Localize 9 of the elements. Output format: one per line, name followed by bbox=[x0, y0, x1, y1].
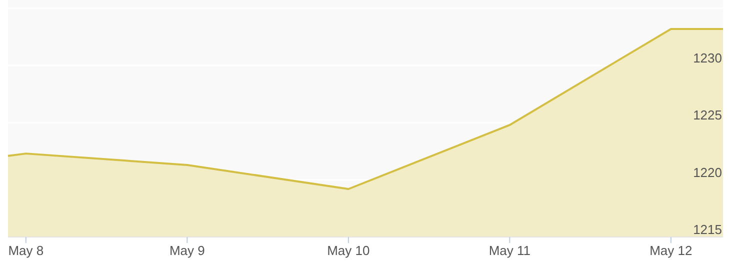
x-tick-label: May 9 bbox=[169, 243, 205, 258]
y-tick-label: 1220 bbox=[693, 164, 722, 180]
y-tick-label: 1215 bbox=[693, 222, 722, 237]
y-tick-label: 1225 bbox=[693, 108, 722, 123]
x-tick-label: May 8 bbox=[8, 243, 44, 258]
x-tick-label: May 12 bbox=[650, 243, 692, 258]
x-tick-label: May 10 bbox=[327, 243, 370, 258]
y-tick-label: 1230 bbox=[693, 50, 722, 66]
x-tick-label: May 11 bbox=[488, 243, 531, 258]
